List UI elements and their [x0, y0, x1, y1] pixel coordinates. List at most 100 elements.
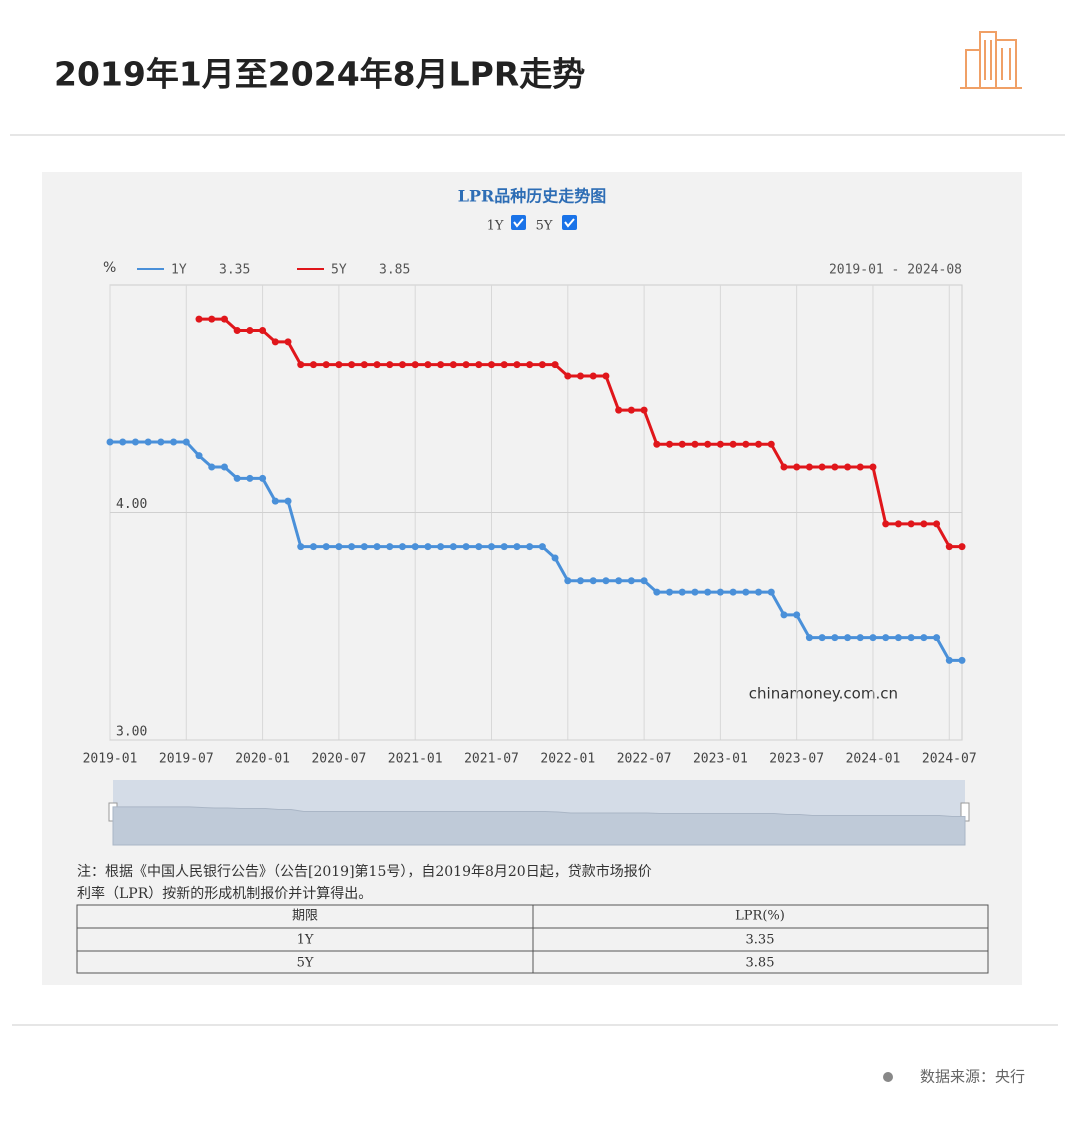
data-point — [144, 438, 152, 446]
data-point — [360, 543, 368, 551]
watermark: chinamoney.com.cn — [749, 685, 898, 703]
data-point — [577, 577, 585, 585]
data-point — [462, 543, 470, 551]
data-point — [907, 634, 915, 642]
x-tick-label: 2021-01 — [388, 752, 443, 767]
data-point — [348, 543, 356, 551]
y-axis-label: % — [103, 260, 116, 276]
data-point — [322, 361, 330, 369]
data-point — [602, 372, 610, 380]
data-point — [818, 634, 826, 642]
x-tick-label: 2024-07 — [922, 752, 977, 767]
toggle-label: 1Y — [487, 219, 504, 234]
data-point — [729, 588, 737, 596]
data-point — [678, 588, 686, 596]
y-tick-label: 3.00 — [116, 725, 147, 740]
data-point — [767, 588, 775, 596]
chart-panel — [42, 172, 1022, 985]
check — [564, 218, 575, 228]
data-point — [335, 543, 343, 551]
data-point — [653, 588, 661, 596]
data-point — [767, 440, 775, 448]
data-point — [513, 543, 521, 551]
data-point — [958, 656, 966, 664]
data-point — [755, 588, 763, 596]
data-point — [589, 372, 597, 380]
bullet — [883, 1072, 893, 1082]
data-point — [424, 361, 432, 369]
table-cell: 1Y — [297, 933, 314, 948]
data-point — [869, 634, 877, 642]
data-point — [373, 543, 381, 551]
table-cell: LPR(%) — [735, 909, 785, 924]
data-point — [348, 361, 356, 369]
data-point — [564, 577, 572, 585]
data-point — [259, 327, 267, 334]
data-point — [233, 474, 241, 482]
data-point — [526, 361, 534, 369]
data-point — [271, 497, 279, 505]
data-point — [691, 588, 699, 596]
data-point — [106, 438, 114, 446]
note-line: 注：根据《中国人民银行公告》（公告[2019]第15号），自2019年8月20日… — [77, 863, 652, 880]
data-point — [360, 361, 368, 369]
data-point — [894, 520, 902, 528]
legend-label: 1Y — [171, 263, 187, 278]
data-point — [716, 588, 724, 596]
data-point — [335, 361, 343, 369]
data-point — [220, 463, 228, 471]
data-point — [246, 474, 254, 482]
table-cell: 3.85 — [746, 956, 775, 971]
toggle-label: 5Y — [536, 219, 553, 234]
data-point — [844, 634, 852, 642]
data-point — [627, 577, 635, 585]
data-point — [958, 543, 966, 551]
data-point — [653, 440, 661, 448]
data-point — [487, 543, 495, 551]
source: 数据来源：央行 — [920, 1068, 1025, 1086]
x-tick-label: 2023-01 — [693, 752, 748, 767]
data-point — [411, 361, 419, 369]
data-point — [933, 634, 941, 642]
table-cell: 3.35 — [746, 933, 775, 948]
data-point — [500, 543, 508, 551]
data-point — [640, 577, 648, 585]
data-point — [220, 315, 228, 323]
data-point — [564, 372, 572, 380]
data-point — [538, 361, 546, 369]
data-point — [805, 463, 813, 471]
legend-value: 3.35 — [219, 263, 250, 278]
legend-value: 3.85 — [379, 263, 410, 278]
data-point — [119, 438, 127, 446]
data-point — [487, 361, 495, 369]
data-point — [615, 406, 623, 414]
data-point — [131, 438, 139, 446]
legend-label: 5Y — [331, 263, 347, 278]
date-range: 2019-01 - 2024-08 — [829, 263, 962, 278]
data-point — [284, 338, 292, 346]
y-tick-label: 4.00 — [116, 497, 147, 512]
data-point — [271, 338, 279, 346]
data-point — [831, 634, 839, 642]
data-point — [844, 463, 852, 471]
data-point — [755, 440, 763, 448]
table: 期限 LPR(%) 1Y 3.35 5Y 3.85 — [76, 904, 989, 974]
data-point — [309, 361, 317, 369]
data-point — [933, 520, 941, 528]
data-point — [856, 463, 864, 471]
data-point — [322, 543, 330, 551]
data-point — [882, 634, 890, 642]
data-point — [602, 577, 610, 585]
data-point — [945, 656, 953, 664]
data-point — [259, 474, 267, 482]
data-point — [551, 361, 559, 369]
data-point — [920, 520, 928, 528]
x-tick-label: 2021-07 — [464, 752, 519, 767]
data-point — [894, 634, 902, 642]
checkbox[interactable] — [562, 215, 577, 230]
data-point — [182, 438, 190, 446]
checkbox[interactable] — [511, 215, 526, 230]
data-point — [805, 634, 813, 642]
x-tick-label: 2022-07 — [617, 752, 672, 767]
data-point — [526, 543, 534, 551]
